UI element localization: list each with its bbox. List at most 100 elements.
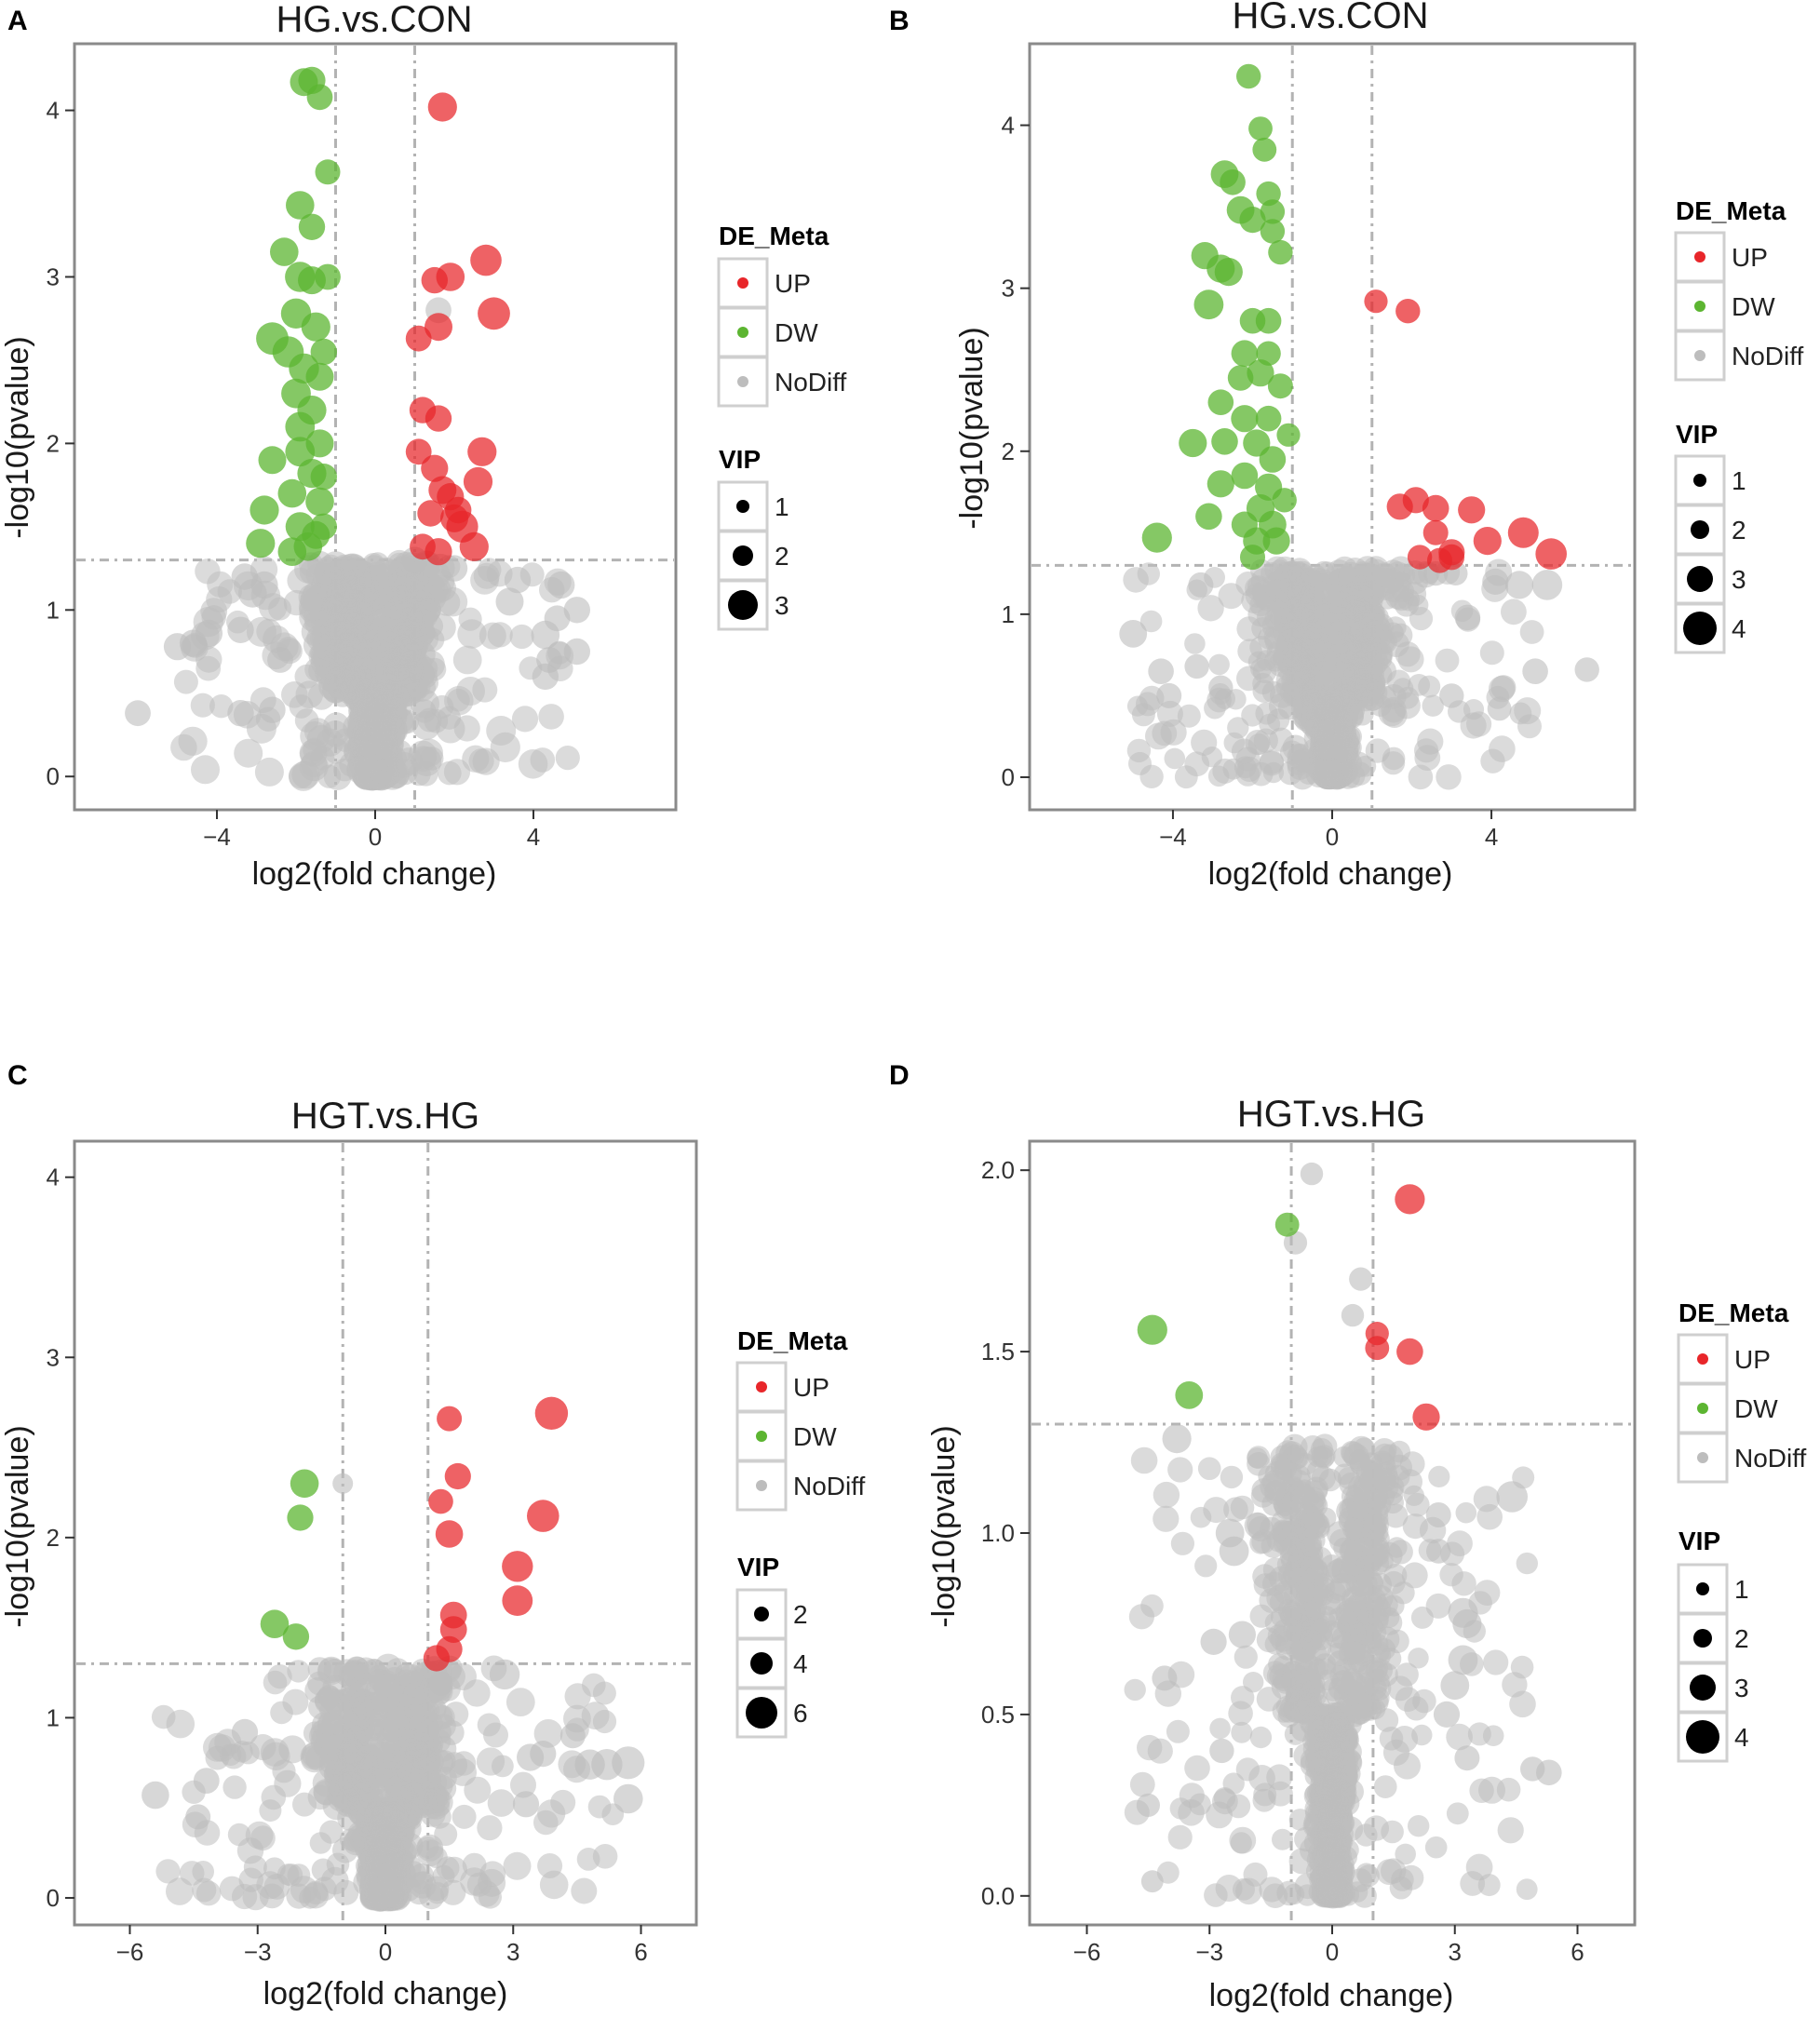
nodiff-point <box>1208 675 1234 700</box>
panel-letter: A <box>7 6 28 36</box>
legend-vip-label: 1 <box>775 492 789 521</box>
up-point <box>1438 544 1465 571</box>
nodiff-point <box>452 1804 477 1829</box>
nodiff-point <box>1119 620 1148 648</box>
y-tick-label: 1 <box>47 596 60 624</box>
dw-point <box>301 312 330 342</box>
nodiff-point <box>303 718 332 746</box>
nodiff-point <box>1208 653 1230 676</box>
panel-d: D HGT.vs.HG −6 −3 0 3 6 0.00.51.01.52.0 log2… <box>889 1060 1807 2013</box>
up-point <box>502 1551 533 1582</box>
dw-point <box>286 191 315 220</box>
nodiff-point <box>1371 630 1395 654</box>
legend-up-swatch <box>756 1381 767 1392</box>
nodiff-point <box>1204 696 1226 720</box>
nodiff-point <box>178 726 208 756</box>
nodiff-point <box>1316 760 1341 786</box>
dw-point <box>1195 503 1222 531</box>
nodiff-point <box>195 619 223 648</box>
nodiff-point <box>234 738 263 768</box>
legend-vip-swatch <box>1687 566 1713 592</box>
up-point <box>445 496 472 524</box>
nodiff-point <box>376 1728 399 1751</box>
nodiff-point <box>487 1789 516 1817</box>
x-axis-ticks: −6 −3 0 3 6 <box>116 1925 648 1966</box>
dw-point <box>285 437 316 467</box>
up-point <box>405 325 432 352</box>
nodiff-point <box>1373 1775 1397 1798</box>
nodiff-point <box>191 755 220 785</box>
dw-point <box>1268 239 1293 265</box>
legend-vip-label: 2 <box>1732 516 1746 545</box>
legend-dw-label: DW <box>1732 292 1775 321</box>
nodiff-point <box>376 1875 404 1903</box>
nodiff-point <box>530 1741 557 1768</box>
nodiff-point <box>504 566 532 594</box>
nodiff-point <box>1184 653 1209 679</box>
legend-nodiff-swatch <box>1694 350 1705 361</box>
dw-points <box>246 66 341 566</box>
up-point <box>428 1488 453 1514</box>
nodiff-point <box>142 1781 169 1809</box>
x-tick-label: 4 <box>1485 823 1498 851</box>
nodiff-point <box>1338 561 1364 587</box>
y-tick-label: 1 <box>1002 600 1015 628</box>
nodiff-point <box>489 1659 520 1690</box>
nodiff-point <box>299 602 329 632</box>
nodiff-point <box>1439 683 1464 708</box>
up-point <box>478 297 510 330</box>
nodiff-point <box>438 586 468 617</box>
nodiff-point <box>422 1696 447 1721</box>
dw-point <box>1252 137 1277 162</box>
legend-dw-label: DW <box>793 1422 837 1451</box>
legend-vip-swatch <box>736 500 749 513</box>
nodiff-point <box>416 650 445 679</box>
legend-nodiff-label: NoDiff <box>793 1472 866 1500</box>
x-tick-label: −4 <box>1159 823 1187 851</box>
dw-point <box>1179 428 1207 458</box>
legend-nodiff-label: NoDiff <box>775 368 847 397</box>
nodiff-point <box>1259 750 1285 776</box>
x-tick-label: 6 <box>634 1938 647 1966</box>
nodiff-point <box>263 1670 288 1695</box>
nodiff-point <box>193 1768 220 1794</box>
nodiff-point <box>1330 607 1355 633</box>
nodiff-point <box>195 1880 222 1906</box>
nodiff-point <box>1123 567 1149 593</box>
nodiff-point <box>250 571 278 599</box>
nodiff-point <box>1218 583 1245 610</box>
nodiff-point <box>346 633 372 659</box>
legend-up-label: UP <box>1732 243 1768 272</box>
nodiff-point <box>1487 696 1512 721</box>
nodiff-point <box>401 1772 426 1797</box>
nodiff-point <box>1519 620 1544 644</box>
legend-title: DE_Meta <box>719 222 829 250</box>
dw-point <box>1272 488 1297 513</box>
nodiff-cloud <box>170 549 580 791</box>
y-tick-label: 4 <box>47 1164 60 1191</box>
legend-dw-swatch <box>1694 301 1705 312</box>
up-point <box>425 538 452 566</box>
nodiff-point <box>344 612 371 637</box>
legend-nodiff-label: NoDiff <box>1732 342 1804 370</box>
up-point <box>444 1462 471 1490</box>
nodiff-point <box>438 1719 465 1745</box>
nodiff-point <box>1184 633 1206 654</box>
nodiff-point <box>155 1859 181 1884</box>
nodiff-point <box>318 566 348 596</box>
up-point <box>423 1645 450 1672</box>
nodiff-point <box>254 757 284 787</box>
nodiff-point <box>242 1884 269 1911</box>
nodiff-point <box>436 714 465 744</box>
panel-letter: B <box>889 6 910 36</box>
up-point <box>1473 527 1502 556</box>
up-point <box>405 438 432 465</box>
nodiff-point <box>368 730 393 756</box>
up-point <box>527 1500 559 1532</box>
legend-up-label: UP <box>775 269 811 298</box>
nodiff-point <box>1436 764 1462 790</box>
legend-title: VIP <box>737 1553 779 1581</box>
dw-point <box>1227 365 1254 391</box>
